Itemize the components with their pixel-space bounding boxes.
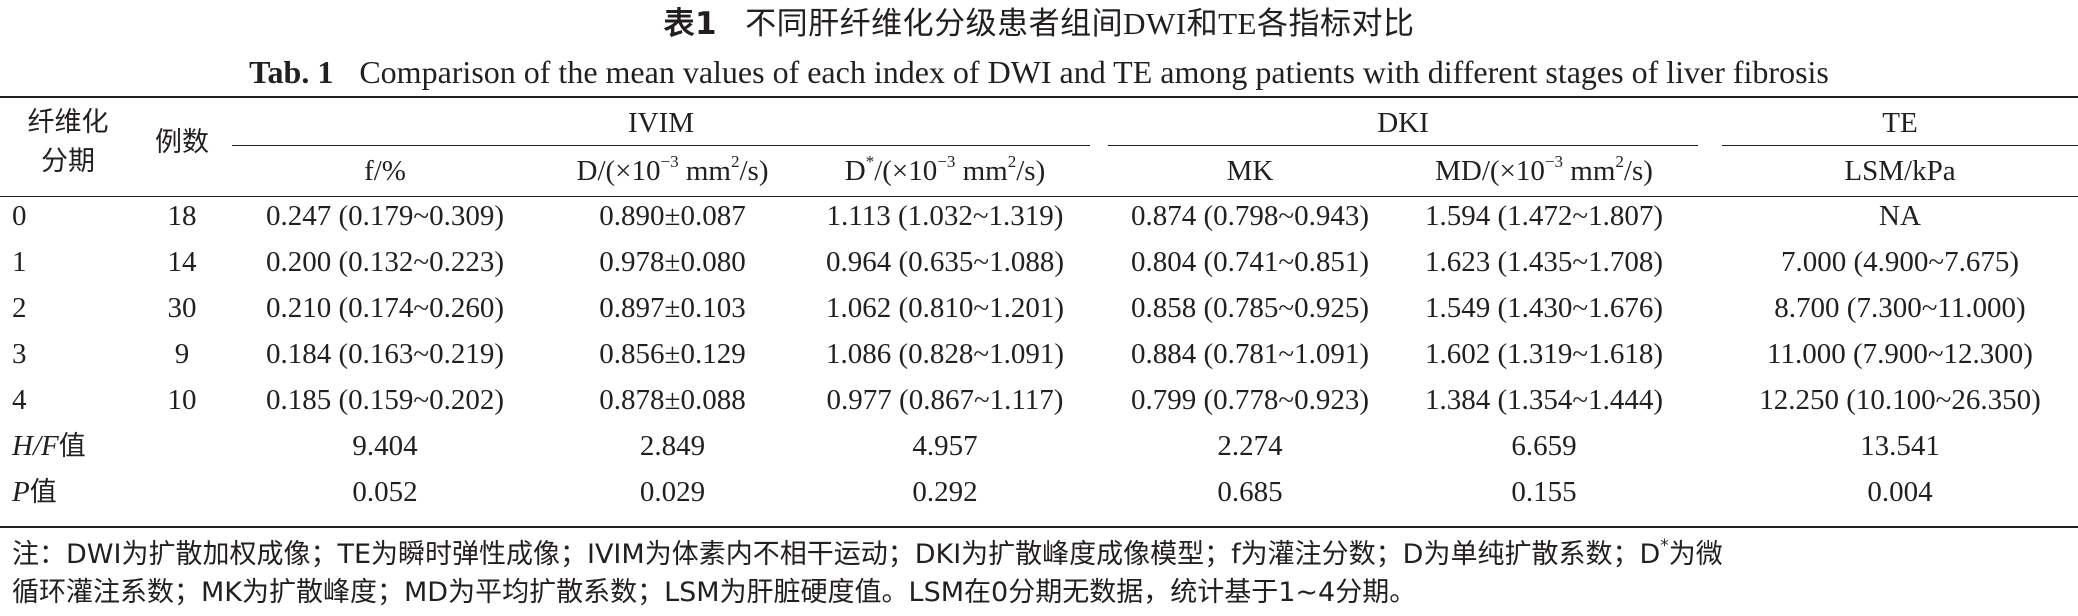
cell-p-lsm: 0.004: [1867, 476, 1933, 508]
table-note-line1: 注：DWI为扩散加权成像；TE为瞬时弹性成像；IVIM为体素内不相干运动；DKI…: [12, 536, 1723, 571]
cell-f: 0.200 (0.132~0.223): [265, 246, 504, 278]
cell-p-mk: 0.685: [1217, 476, 1283, 508]
header-col-md: MD/(×10−3 mm2/s): [1435, 152, 1653, 187]
cell-lsm: 7.000 (4.900~7.675): [1780, 246, 2019, 278]
ivim-group-rule: [232, 145, 1090, 146]
cell-p-dstar: 0.292: [912, 476, 978, 508]
cell-stage: 4: [12, 384, 27, 416]
table-top-rule: [0, 96, 2078, 98]
cell-stage: 2: [12, 292, 27, 324]
cell-hf-md: 6.659: [1511, 430, 1577, 462]
cell-mk: 0.799 (0.778~0.923): [1130, 384, 1369, 416]
cell-stage: 0: [12, 200, 27, 232]
cell-hf-d: 2.849: [639, 430, 706, 462]
table-title-cn-text: 不同肝纤维化分级患者组间DWI和TE各指标对比: [745, 6, 1415, 41]
cell-cases: 14: [167, 246, 197, 278]
cell-cases: 18: [167, 200, 197, 232]
cell-hf-f: 9.404: [352, 430, 418, 462]
cell-mk: 0.804 (0.741~0.851): [1130, 246, 1369, 278]
cell-dstar: 1.086 (0.828~1.091): [825, 338, 1064, 370]
table-title-cn: 表1 不同肝纤维化分级患者组间DWI和TE各指标对比: [0, 2, 2078, 46]
table-note-line2: 循环灌注系数；MK为扩散峰度；MD为平均扩散系数；LSM为肝脏硬度值。LSM在0…: [12, 577, 1417, 608]
cell-md: 1.602 (1.319~1.618): [1424, 338, 1663, 370]
cell-md: 1.384 (1.354~1.444): [1424, 384, 1663, 416]
cell-lsm: 8.700 (7.300~11.000): [1774, 292, 2026, 324]
header-col-mk: MK: [1226, 155, 1274, 187]
cell-cases: 9: [174, 338, 190, 370]
cell-d: 0.890±0.087: [599, 200, 746, 232]
cell-dstar: 0.964 (0.635~1.088): [825, 246, 1064, 278]
cell-p-label: P值: [12, 476, 57, 508]
cell-f: 0.247 (0.179~0.309): [265, 200, 504, 232]
header-bottom-rule: [0, 196, 2078, 197]
cell-d: 0.897±0.103: [599, 292, 746, 324]
cell-md: 1.549 (1.430~1.676): [1424, 292, 1663, 324]
cell-d: 0.878±0.088: [599, 384, 746, 416]
cell-d: 0.978±0.080: [599, 246, 746, 278]
cell-p-d: 0.029: [639, 476, 706, 508]
header-group-te: TE: [1882, 107, 1918, 139]
header-col-lsm: LSM/kPa: [1844, 155, 1956, 187]
cell-hf-lsm: 13.541: [1860, 430, 1940, 462]
te-group-rule: [1722, 145, 2078, 146]
cell-lsm: NA: [1879, 200, 1921, 232]
cell-mk: 0.874 (0.798~0.943): [1130, 200, 1369, 232]
table-number-en: Tab. 1: [249, 54, 334, 90]
cell-hf-mk: 2.274: [1217, 430, 1283, 462]
header-group-ivim: IVIM: [627, 107, 695, 139]
cell-d: 0.856±0.129: [599, 338, 746, 370]
header-stage-line1: 纤维化: [27, 107, 109, 138]
cell-stage: 1: [12, 246, 27, 278]
cell-mk: 0.858 (0.785~0.925): [1130, 292, 1369, 324]
cell-stage: 3: [12, 338, 27, 370]
cell-cases: 10: [167, 384, 197, 416]
cell-dstar: 1.062 (0.810~1.201): [825, 292, 1064, 324]
cell-lsm: 11.000 (7.900~12.300): [1767, 338, 2033, 370]
header-col-d: D/(×10−3 mm2/s): [576, 152, 769, 187]
cell-p-f: 0.052: [352, 476, 418, 508]
cell-dstar: 1.113 (1.032~1.319): [826, 200, 1064, 232]
header-group-dki: DKI: [1377, 107, 1429, 139]
table-title-en-text: Comparison of the mean values of each in…: [359, 54, 1829, 90]
table-title-en: Tab. 1 Comparison of the mean values of e…: [0, 50, 2078, 94]
cell-hf-label: H/F值: [12, 430, 86, 462]
table-number-cn: 表1: [663, 6, 718, 42]
cell-mk: 0.884 (0.781~1.091): [1130, 338, 1369, 370]
header-col-f: f/%: [364, 155, 406, 187]
cell-dstar: 0.977 (0.867~1.117): [826, 384, 1064, 416]
header-cases: 例数: [155, 127, 209, 158]
table-bottom-rule: [0, 526, 2078, 528]
cell-md: 1.594 (1.472~1.807): [1424, 200, 1663, 232]
dki-group-rule: [1108, 145, 1698, 146]
cell-p-md: 0.155: [1511, 476, 1577, 508]
cell-cases: 30: [167, 292, 197, 324]
header-col-dstar: D*/(×10−3 mm2/s): [844, 152, 1046, 187]
cell-lsm: 12.250 (10.100~26.350): [1759, 384, 2041, 416]
cell-f: 0.210 (0.174~0.260): [265, 292, 504, 324]
cell-hf-dstar: 4.957: [912, 430, 978, 462]
cell-f: 0.185 (0.159~0.202): [265, 384, 504, 416]
cell-f: 0.184 (0.163~0.219): [265, 338, 504, 370]
header-stage-line2: 分期: [41, 146, 95, 177]
cell-md: 1.623 (1.435~1.708): [1424, 246, 1663, 278]
